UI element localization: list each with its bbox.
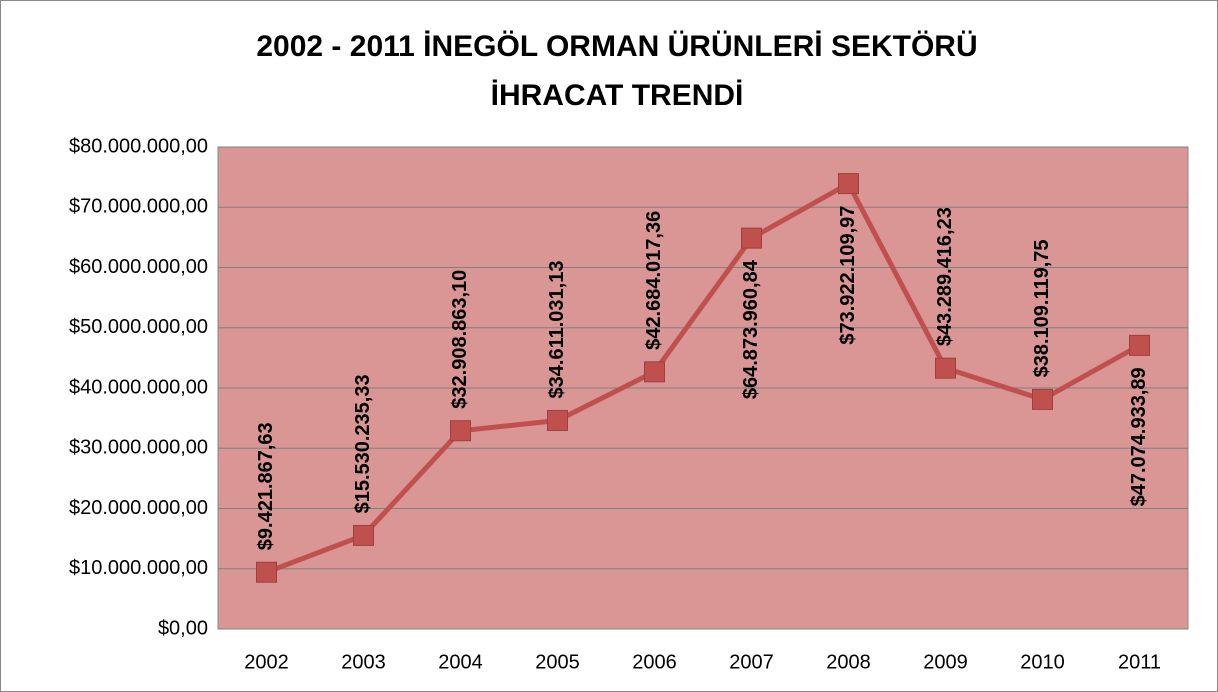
y-tick-label: $10.000.000,00: [69, 557, 208, 579]
data-label: $15.530.235,33: [352, 374, 374, 513]
data-label: $38.109.119,75: [1031, 239, 1053, 377]
y-tick-label: $20.000.000,00: [69, 497, 208, 519]
x-tick-label: 2005: [535, 651, 580, 673]
chart-title: İHRACAT TRENDİ: [491, 79, 744, 112]
y-tick-label: $50.000.000,00: [69, 316, 208, 338]
x-tick-label: 2010: [1020, 651, 1065, 673]
marker: [1032, 388, 1053, 410]
x-tick-label: 2003: [341, 651, 386, 673]
marker: [838, 173, 859, 195]
y-tick-label: $30.000.000,00: [69, 437, 208, 459]
data-label: $73.922.109,97: [837, 206, 859, 345]
line: [265, 181, 1141, 575]
data-label: $9.421.867,63: [255, 422, 277, 550]
data-label: $32.908.863,10: [449, 270, 471, 409]
y-tick-label: $80.000.000,00: [69, 135, 208, 157]
y-tick-label: $70.000.000,00: [69, 196, 208, 218]
data-label: $42.684.017,36: [643, 211, 665, 350]
x-tick-label: 2006: [632, 651, 677, 673]
data-label: $64.873.960,84: [740, 259, 762, 399]
data-label: $47.074.933,89: [1128, 367, 1150, 506]
marker: [741, 227, 762, 249]
y-tick-label: $40.000.000,00: [69, 376, 208, 398]
x-tick-label: 2004: [438, 651, 483, 673]
chart-title: 2002 - 2011 İNEGÖL ORMAN ÜRÜNLERİ SEKTÖR…: [256, 30, 977, 63]
data-label: $43.289.416,23: [934, 207, 956, 346]
marker: [450, 420, 471, 442]
marker: [353, 524, 374, 546]
marker: [256, 561, 277, 583]
marker: [547, 409, 568, 431]
y-tick-label: $60.000.000,00: [69, 256, 208, 278]
y-tick-label: $0,00: [158, 617, 208, 639]
x-tick-label: 2009: [923, 651, 968, 673]
marker: [644, 361, 665, 383]
x-tick-label: 2008: [826, 651, 871, 673]
x-tick-label: 2007: [729, 651, 774, 673]
x-tick-label: 2011: [1118, 651, 1161, 673]
x-tick-label: 2002: [244, 651, 289, 673]
data-label: $34.611.031,13: [546, 261, 568, 399]
marker: [935, 357, 956, 379]
marker: [1129, 334, 1150, 356]
